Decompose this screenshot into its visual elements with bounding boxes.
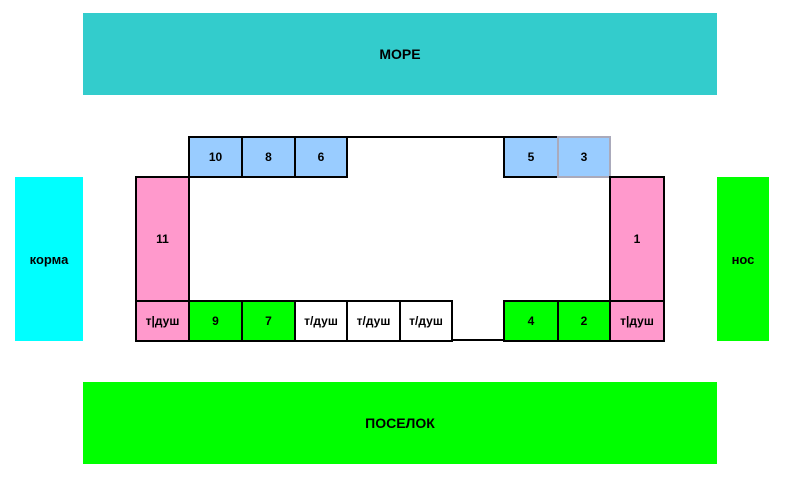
toilet-shower-left: т|душ bbox=[135, 300, 190, 342]
sea-zone: МОРЕ bbox=[83, 13, 717, 95]
room-7[interactable]: 7 bbox=[241, 300, 296, 342]
toilet-shower: т/душ bbox=[346, 300, 401, 342]
room-6[interactable]: 6 bbox=[294, 136, 348, 178]
room-5[interactable]: 5 bbox=[503, 136, 559, 178]
room-9[interactable]: 9 bbox=[188, 300, 243, 342]
stern-zone: корма bbox=[15, 177, 83, 341]
outline-top bbox=[344, 136, 506, 138]
room-1[interactable]: 1 bbox=[609, 176, 665, 302]
toilet-shower-right: т|душ bbox=[609, 300, 665, 342]
room-11[interactable]: 11 bbox=[135, 176, 190, 302]
toilet-shower: т/душ bbox=[399, 300, 453, 342]
room-8[interactable]: 8 bbox=[241, 136, 296, 178]
room-2[interactable]: 2 bbox=[557, 300, 611, 342]
outline-bottom-gap bbox=[450, 339, 506, 341]
toilet-shower: т/душ bbox=[294, 300, 348, 342]
room-4[interactable]: 4 bbox=[503, 300, 559, 342]
room-10[interactable]: 10 bbox=[188, 136, 243, 178]
village-zone: ПОСЕЛОК bbox=[83, 382, 717, 464]
bow-zone: нос bbox=[717, 177, 769, 341]
room-3[interactable]: 3 bbox=[557, 136, 611, 178]
